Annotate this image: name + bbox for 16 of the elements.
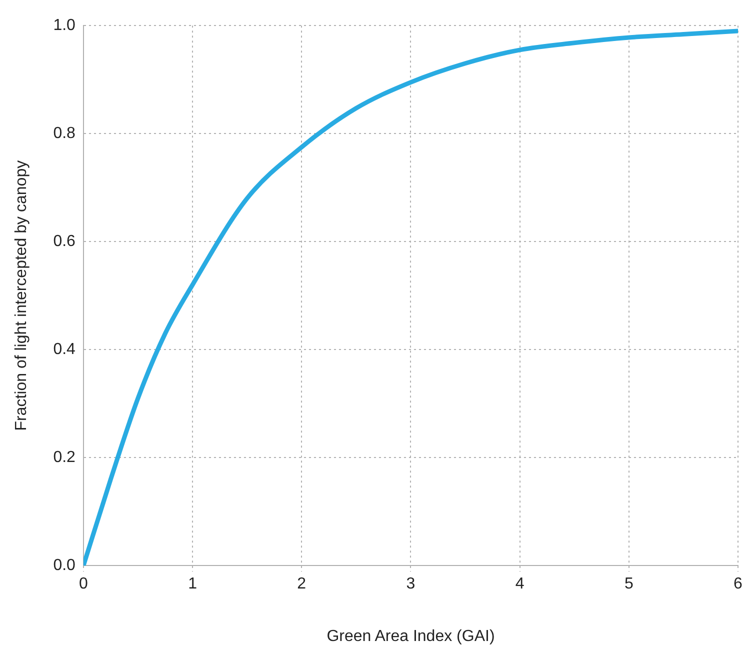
x-tick-label: 3 — [406, 576, 416, 593]
y-tick-label: 0.0 — [53, 557, 76, 574]
y-tick-label: 0.2 — [53, 449, 76, 466]
x-tick-label: 6 — [734, 576, 743, 593]
line-series — [83, 28, 738, 566]
y-axis-title: Fraction of light intercepted by canopy — [13, 160, 30, 431]
x-tick-label: 5 — [624, 576, 634, 593]
y-tick-label: 0.4 — [53, 341, 76, 358]
x-tick-label: 2 — [297, 576, 306, 593]
x-tick-label: 0 — [78, 576, 88, 593]
y-tick-label: 0.8 — [53, 125, 76, 142]
y-tick-label: 1.0 — [53, 17, 76, 34]
y-tick-label: 0.6 — [53, 233, 76, 250]
x-tick-label: 1 — [188, 576, 198, 593]
x-tick-label: 4 — [515, 576, 524, 593]
x-axis-title: Green Area Index (GAI) — [326, 628, 495, 645]
